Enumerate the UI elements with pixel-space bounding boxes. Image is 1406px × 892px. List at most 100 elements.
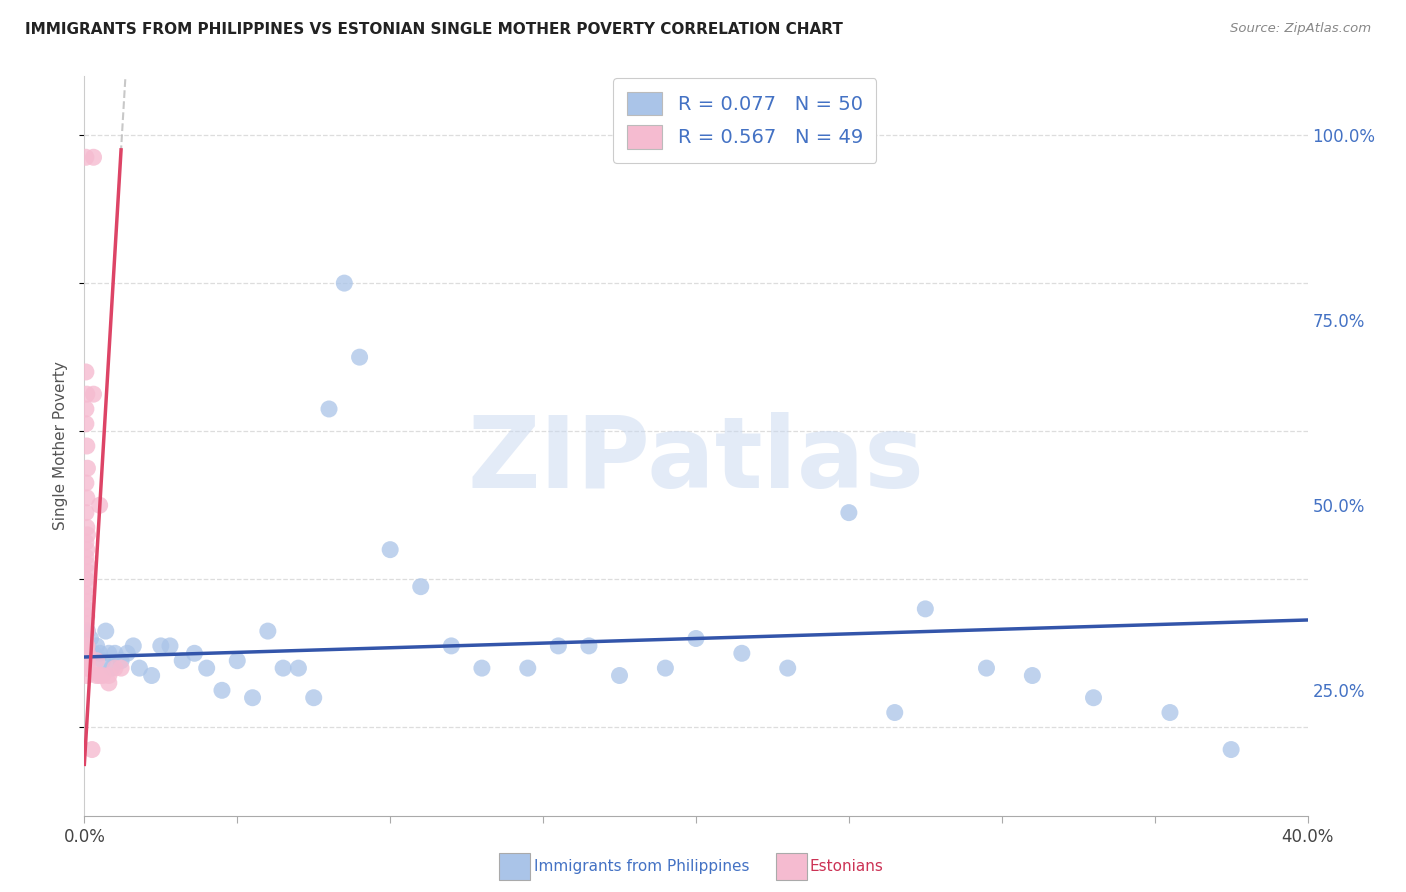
Text: Immigrants from Philippines: Immigrants from Philippines <box>534 859 749 873</box>
Point <box>91 668 114 682</box>
Point <box>159 639 181 653</box>
Text: IMMIGRANTS FROM PHILIPPINES VS ESTONIAN SINGLE MOTHER POVERTY CORRELATION CHART: IMMIGRANTS FROM PHILIPPINES VS ESTONIAN … <box>25 22 844 37</box>
Point <box>195 661 218 675</box>
Point <box>75 506 97 520</box>
Point <box>76 654 98 668</box>
Text: Source: ZipAtlas.com: Source: ZipAtlas.com <box>1230 22 1371 36</box>
Point <box>89 668 111 682</box>
Point <box>333 276 356 290</box>
Point <box>516 661 538 675</box>
Point <box>91 654 114 668</box>
Point <box>349 350 371 364</box>
Point <box>94 624 117 639</box>
Text: Estonians: Estonians <box>810 859 884 873</box>
Point <box>76 646 98 660</box>
Point <box>83 646 105 660</box>
Point <box>271 661 294 675</box>
Point <box>76 565 98 579</box>
Point <box>97 646 120 660</box>
Point <box>110 661 132 675</box>
Point <box>242 690 264 705</box>
Point <box>76 668 98 682</box>
Point <box>76 491 98 505</box>
Point <box>75 150 97 164</box>
Point <box>149 639 172 653</box>
Point <box>172 654 194 668</box>
Point <box>76 624 98 639</box>
Point <box>211 683 233 698</box>
Point <box>440 639 463 653</box>
Point <box>77 661 100 675</box>
Point <box>75 587 97 601</box>
Point <box>883 706 905 720</box>
Point <box>80 742 103 756</box>
Point <box>75 654 97 668</box>
Point <box>86 668 108 682</box>
Point <box>104 646 127 660</box>
Point <box>380 542 402 557</box>
Point <box>1083 690 1105 705</box>
Point <box>471 661 494 675</box>
Point <box>838 506 860 520</box>
Point <box>547 639 569 653</box>
Point <box>1220 742 1243 756</box>
Point <box>76 624 98 639</box>
Point <box>76 439 98 453</box>
Point <box>101 661 124 675</box>
Point <box>75 661 97 675</box>
Point <box>83 387 105 401</box>
Point <box>110 654 132 668</box>
Y-axis label: Single Mother Poverty: Single Mother Poverty <box>53 361 69 531</box>
Point <box>76 639 98 653</box>
Point <box>75 602 97 616</box>
Point <box>76 609 98 624</box>
Point <box>409 580 432 594</box>
Point <box>318 401 340 416</box>
Point <box>76 520 98 534</box>
Point <box>75 572 97 586</box>
Point <box>141 668 163 682</box>
Point <box>287 661 309 675</box>
Point <box>86 639 108 653</box>
Point <box>1159 706 1181 720</box>
Point <box>685 632 707 646</box>
Text: ZIPatlas: ZIPatlas <box>468 412 924 509</box>
Point <box>257 624 280 639</box>
Point <box>75 646 97 660</box>
Point <box>97 676 120 690</box>
Point <box>976 661 998 675</box>
Point <box>183 646 205 660</box>
Point <box>76 542 98 557</box>
Point <box>75 646 97 660</box>
Point <box>578 639 600 653</box>
Point <box>86 654 108 668</box>
Point <box>914 602 936 616</box>
Point <box>79 632 101 646</box>
Point <box>89 646 111 660</box>
Point <box>302 690 325 705</box>
Point <box>75 632 97 646</box>
Point <box>83 150 105 164</box>
Point <box>75 401 97 416</box>
Point <box>76 639 98 653</box>
Point <box>75 616 97 631</box>
Point <box>122 639 145 653</box>
Point <box>75 549 97 565</box>
Point <box>75 365 97 379</box>
Point <box>76 387 98 401</box>
Point <box>1021 668 1043 682</box>
Point <box>75 476 97 491</box>
Legend: R = 0.077   N = 50, R = 0.567   N = 49: R = 0.077 N = 50, R = 0.567 N = 49 <box>613 78 876 162</box>
Point <box>654 661 676 675</box>
Point <box>75 417 97 431</box>
Point <box>226 654 249 668</box>
Point <box>89 498 111 512</box>
Point <box>115 646 138 660</box>
Point <box>76 580 98 594</box>
Point <box>76 558 98 572</box>
Point <box>776 661 799 675</box>
Point <box>97 668 120 682</box>
Point <box>128 661 150 675</box>
Point <box>76 654 98 668</box>
Point <box>731 646 754 660</box>
